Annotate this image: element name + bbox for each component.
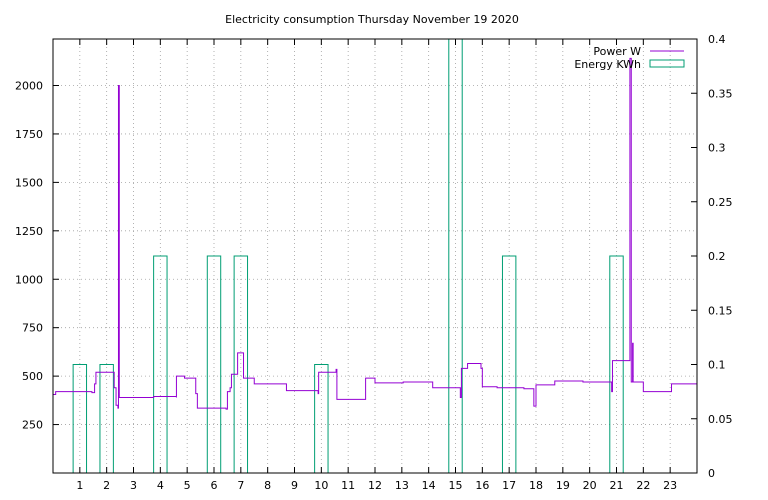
x-tick-label: 2 xyxy=(103,479,110,492)
y2-tick-label: 0.15 xyxy=(708,304,733,317)
legend-label-power: Power W xyxy=(593,45,641,58)
power-line xyxy=(53,57,697,410)
energy-bar xyxy=(72,364,88,474)
y2-tick-label: 0 xyxy=(708,467,715,480)
energy-bar xyxy=(99,364,114,474)
x-tick-label: 5 xyxy=(184,479,191,492)
power-series xyxy=(53,57,697,410)
grid xyxy=(53,39,697,473)
x-tick-label: 17 xyxy=(502,479,516,492)
x-tick-label: 4 xyxy=(157,479,164,492)
x-tick-label: 12 xyxy=(368,479,382,492)
chart-title: Electricity consumption Thursday Novembe… xyxy=(225,13,519,26)
x-tick-label: 15 xyxy=(449,479,463,492)
x-tick-label: 20 xyxy=(583,479,597,492)
x-tick-label: 22 xyxy=(636,479,650,492)
x-tick-label: 18 xyxy=(529,479,543,492)
x-axis: 1 2 3 4 5 6 7 8 9 10 11 12 13 14 15 16 17 18 19 20 21 22 23 xyxy=(76,39,677,492)
legend-swatch-energy xyxy=(649,59,685,68)
x-tick-label: 14 xyxy=(422,479,436,492)
x-tick-label: 16 xyxy=(475,479,489,492)
x-tick-label: 21 xyxy=(610,479,624,492)
energy-bar xyxy=(233,255,249,474)
x-tick-label: 7 xyxy=(237,479,244,492)
legend-label-energy: Energy KWh xyxy=(574,58,641,71)
x-tick-label: 11 xyxy=(341,479,355,492)
y-tick-label: 1500 xyxy=(15,176,43,189)
y2-tick-label: 0.35 xyxy=(708,87,733,100)
x-tick-label: 9 xyxy=(291,479,298,492)
x-tick-label: 13 xyxy=(395,479,409,492)
x-tick-label: 1 xyxy=(76,479,83,492)
y-axis-right: 0 0.05 0.1 0.15 0.2 0.25 0.3 0.35 0.4 xyxy=(691,33,733,480)
y-tick-label: 2000 xyxy=(15,80,43,93)
y-tick-label: 500 xyxy=(22,370,43,383)
y2-tick-label: 0.1 xyxy=(708,359,726,372)
x-tick-label: 6 xyxy=(211,479,218,492)
y-tick-label: 1750 xyxy=(15,128,43,141)
y-tick-label: 1250 xyxy=(15,225,43,238)
y-tick-label: 1000 xyxy=(15,273,43,286)
y2-tick-label: 0.2 xyxy=(708,250,726,263)
x-tick-label: 19 xyxy=(556,479,570,492)
energy-bar xyxy=(501,255,517,474)
x-tick-label: 23 xyxy=(663,479,677,492)
x-tick-label: 8 xyxy=(264,479,271,492)
y-axis-left: 250 500 750 1000 1250 1500 1750 2000 xyxy=(15,80,59,432)
y2-tick-label: 0.3 xyxy=(708,142,726,155)
y-tick-label: 250 xyxy=(22,419,43,432)
energy-bar xyxy=(206,255,222,474)
y2-tick-label: 0.25 xyxy=(708,196,733,209)
y2-tick-label: 0.05 xyxy=(708,413,733,426)
x-tick-label: 3 xyxy=(130,479,137,492)
x-tick-label: 10 xyxy=(314,479,328,492)
energy-bar xyxy=(153,255,168,474)
y2-tick-label: 0.4 xyxy=(708,33,726,46)
energy-bar xyxy=(609,255,624,474)
energy-bar xyxy=(314,364,329,474)
y-tick-label: 750 xyxy=(22,322,43,335)
